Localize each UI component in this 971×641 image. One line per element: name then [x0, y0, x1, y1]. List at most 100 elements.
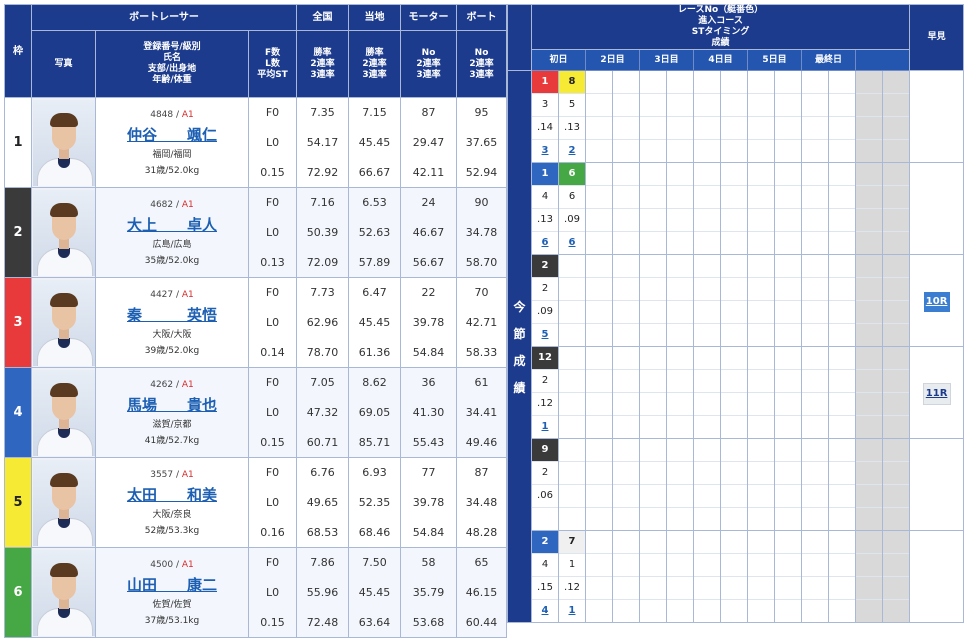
race-cell-empty [881, 346, 911, 439]
race-cell-empty [639, 346, 667, 439]
race-cell-empty [693, 530, 721, 623]
racer-local-2: 45.45 [358, 135, 391, 149]
race-cell-empty [558, 438, 586, 531]
racer-regno: 4262 / A1 [150, 379, 194, 390]
race-result-link[interactable]: 3 [541, 145, 549, 156]
racer-local-3: 68.46 [358, 525, 391, 539]
race-cell-empty [747, 438, 775, 531]
racer-motor-1: 36 [421, 376, 436, 390]
race-result-link[interactable]: 6 [541, 237, 549, 248]
day-extra-header [854, 49, 911, 71]
racer-name-link[interactable]: 秦 英悟 [126, 305, 217, 324]
racer-fl-2: L0 [265, 315, 280, 329]
racer-branch: 大阪/大阪 [152, 329, 192, 340]
racer-fl-cell: F0 L0 0.13 [247, 187, 298, 278]
racer-name-link[interactable]: 大上 卓人 [126, 215, 217, 234]
racer-fl-2: L0 [265, 495, 280, 509]
race-st: .14 [532, 117, 558, 140]
racer-table-area: 枠 ボートレーサー 全国 当地 モーター ボート 写真 登録番号/級別 氏名 支… [4, 4, 966, 638]
racer-motor-3: 56.67 [412, 255, 445, 269]
race-cell-empty [612, 346, 640, 439]
racer-regno: 3557 / A1 [150, 469, 194, 480]
race-cell-empty [612, 438, 640, 531]
racer-national-1: 6.76 [310, 466, 335, 480]
race-result-link[interactable]: 1 [568, 605, 576, 616]
racer-motor-3: 53.68 [412, 615, 445, 629]
race-result-link[interactable]: 2 [568, 145, 576, 156]
race-number: 2 [532, 531, 558, 554]
racer-fl-3: 0.15 [260, 165, 285, 179]
early-race-button[interactable]: 10R [923, 292, 950, 312]
national-sub-header: 勝率 2連率 3連率 [296, 30, 350, 98]
race-st: .09 [559, 209, 585, 232]
race-result-link[interactable]: 1 [541, 421, 549, 432]
race-cell: 1 4 .13 6 [531, 162, 559, 255]
racer-fl-cell: F0 L0 0.15 [247, 547, 298, 638]
racer-motor-3: 55.43 [412, 435, 445, 449]
motor-header: モーター [400, 4, 458, 31]
racer-motor-2: 39.78 [412, 495, 445, 509]
racer-local-1: 6.53 [362, 196, 387, 210]
waku-number: 3 [4, 277, 32, 368]
racer-fl-3: 0.16 [260, 525, 285, 539]
racer-fl-1: F0 [265, 286, 280, 300]
racer-local-3: 63.64 [358, 615, 391, 629]
race-cell-empty [881, 530, 911, 623]
race-cell-empty [801, 254, 829, 347]
racer-local-1: 6.47 [362, 286, 387, 300]
racer-local-cell: 8.62 69.05 85.71 [348, 367, 402, 458]
race-cell-empty [666, 438, 694, 531]
racer-motor-cell: 87 29.47 42.11 [400, 97, 458, 188]
fl-sub-3: 平均ST [257, 69, 288, 80]
race-st: .12 [559, 577, 585, 600]
results-row: 9 2 .06 [508, 438, 965, 531]
racer-name-link[interactable]: 太田 和美 [126, 485, 217, 504]
race-course: 6 [559, 186, 585, 209]
race-st: .06 [532, 485, 558, 508]
racer-age-weight: 39歳/52.0kg [144, 345, 200, 356]
results-row: 2 2 .09 5 [508, 254, 965, 347]
race-cell-empty [747, 70, 775, 163]
racer-boat-2: 34.41 [465, 405, 498, 419]
racer-boat-cell: 95 37.65 52.94 [456, 97, 508, 188]
race-course: 2 [532, 278, 558, 301]
race-cell-empty [747, 530, 775, 623]
racer-regno-number: 4262 [150, 379, 174, 390]
racer-national-1: 7.86 [310, 556, 335, 570]
racer-national-2: 62.96 [306, 315, 339, 329]
racer-fl-cell: F0 L0 0.16 [247, 457, 298, 548]
racer-boat-1: 65 [474, 556, 489, 570]
race-cell-empty [774, 530, 802, 623]
day-4-header: 4日目 [693, 49, 748, 71]
racer-name-link[interactable]: 仲谷 颯仁 [126, 125, 217, 144]
racer-photo [32, 99, 95, 186]
race-result-link[interactable]: 6 [568, 237, 576, 248]
racer-local-1: 7.15 [362, 106, 387, 120]
racer-boat-cell: 70 42.71 58.33 [456, 277, 508, 368]
racer-info-table: 枠 ボートレーサー 全国 当地 モーター ボート 写真 登録番号/級別 氏名 支… [4, 4, 508, 638]
konsetsu-label: 今 節 成 績 [507, 70, 532, 623]
race-cell-empty [585, 254, 613, 347]
racer-fl-1: F0 [265, 556, 280, 570]
race-result-cell: 6 [559, 232, 585, 254]
konsetsu-char-4: 績 [513, 380, 526, 395]
early-race-button[interactable]: 11R [922, 382, 951, 405]
race-result-link[interactable]: 4 [541, 605, 549, 616]
race-cell-empty [720, 346, 748, 439]
racer-class: A1 [181, 289, 194, 300]
racer-regno-number: 3557 [150, 469, 174, 480]
racer-name-link[interactable]: 馬場 貴也 [126, 395, 217, 414]
fl-sub-header: F数 L数 平均ST [247, 30, 298, 98]
racer-branch: 佐賀/佐賀 [152, 599, 192, 610]
race-cell-empty [585, 346, 613, 439]
racer-motor-1: 77 [421, 466, 436, 480]
race-cell-empty [612, 254, 640, 347]
race-cell-empty [828, 438, 856, 531]
race-number: 9 [532, 439, 558, 462]
race-cell-empty [720, 530, 748, 623]
racer-sub-3: 支部/出身地 [147, 64, 197, 74]
race-cell-empty [881, 254, 911, 347]
racer-motor-2: 46.67 [412, 225, 445, 239]
racer-name-link[interactable]: 山田 康二 [126, 575, 217, 594]
race-result-link[interactable]: 5 [541, 329, 549, 340]
